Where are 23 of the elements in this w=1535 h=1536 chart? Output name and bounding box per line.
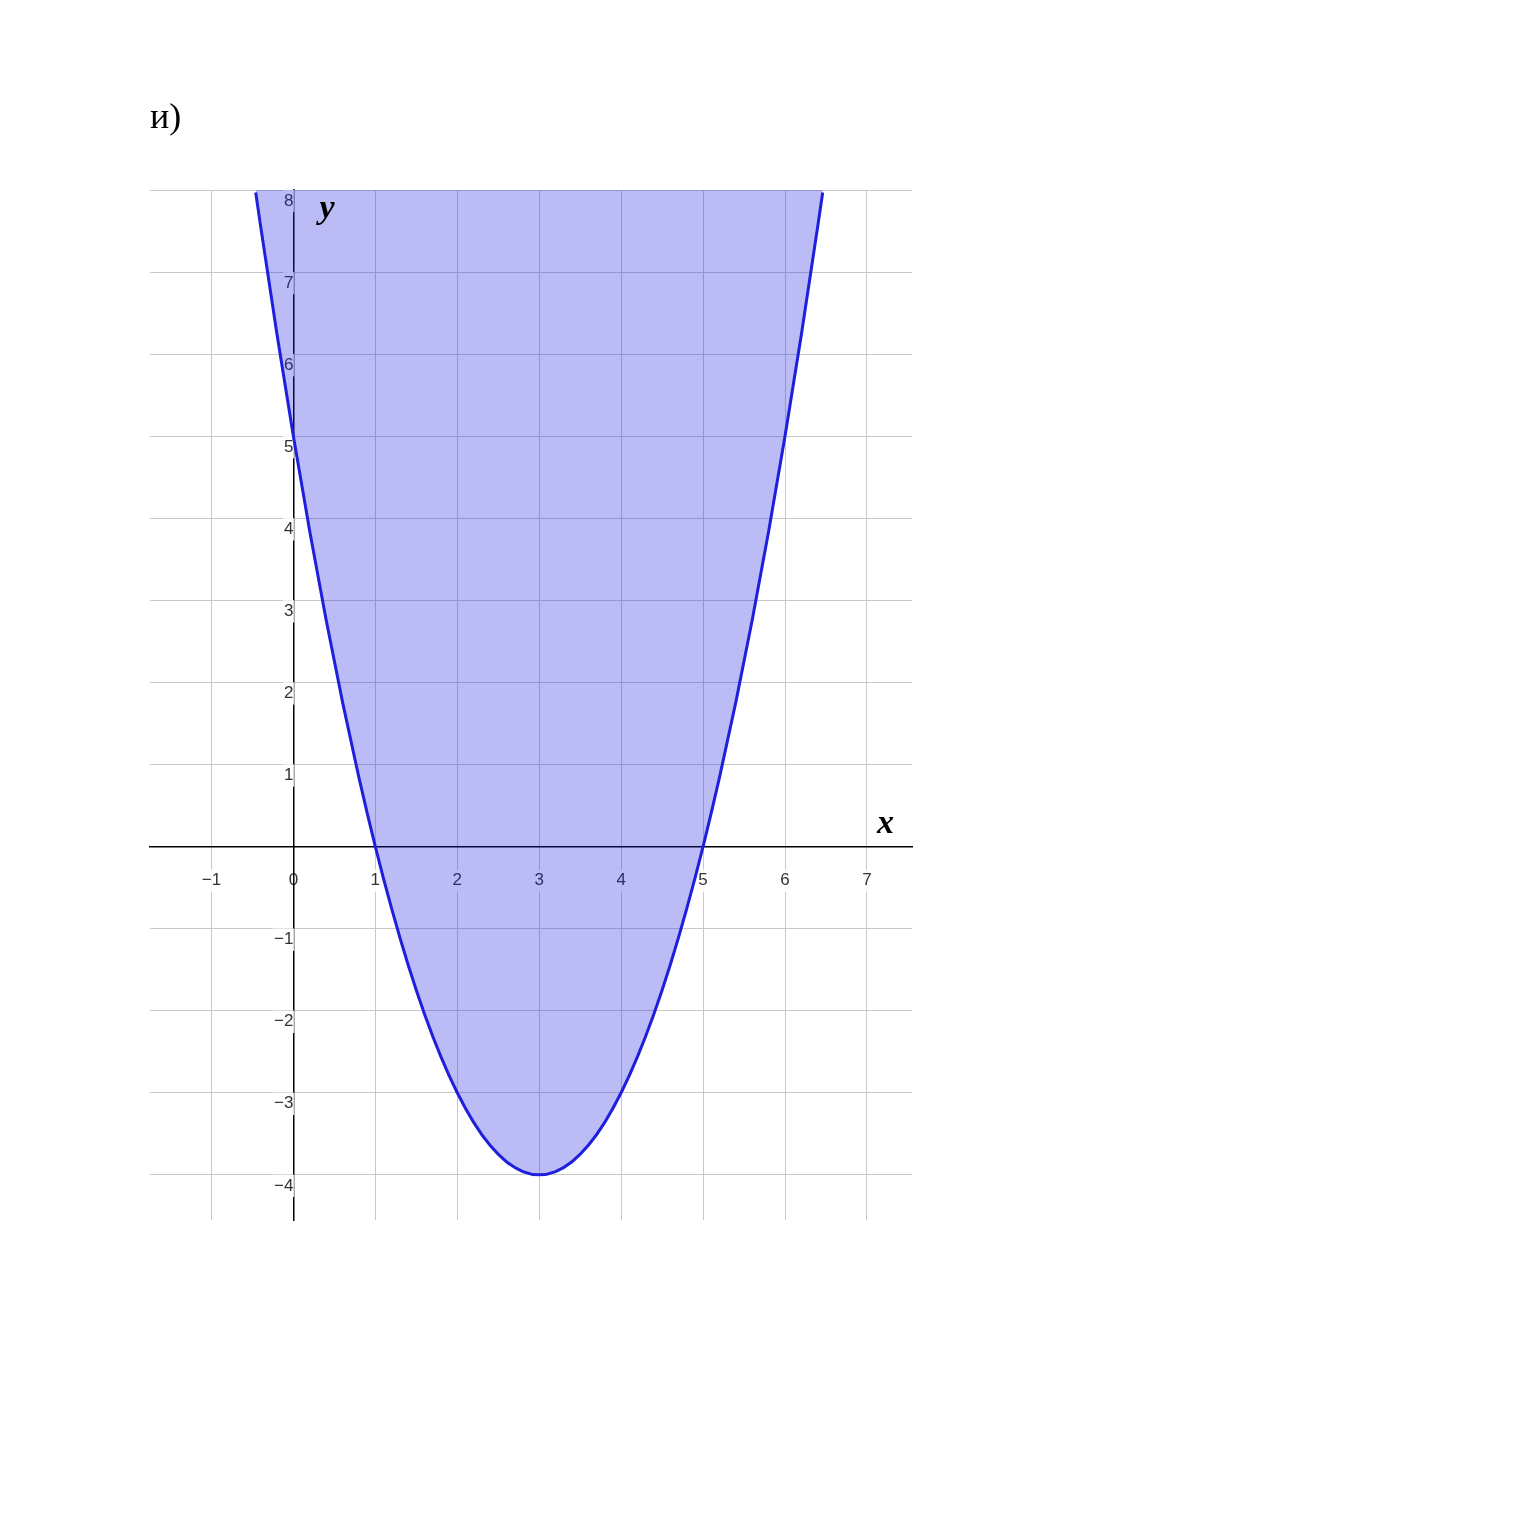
y-tick-label: 3 <box>283 601 294 621</box>
y-tick-label: 4 <box>283 518 294 538</box>
y-tick-label: 5 <box>283 436 294 456</box>
x-tick-label: 6 <box>780 870 790 890</box>
x-tick-label: −1 <box>201 870 222 890</box>
x-tick-label: 4 <box>616 870 626 890</box>
y-tick-label: 6 <box>283 354 294 374</box>
y-tick-label: −1 <box>274 929 294 949</box>
y-tick-label: −3 <box>274 1093 294 1113</box>
x-tick-label: 1 <box>370 870 381 890</box>
y-tick-label: 7 <box>283 272 294 292</box>
y-axis-title: y <box>315 188 336 225</box>
y-tick-label: 8 <box>283 190 294 210</box>
y-tick-label: 2 <box>283 683 294 703</box>
x-tick-label: 3 <box>534 870 544 890</box>
x-axis-title: x <box>876 802 894 840</box>
y-tick-label: −4 <box>274 1175 294 1195</box>
x-tick-label: 2 <box>452 870 462 890</box>
x-tick-label: 7 <box>862 870 872 890</box>
x-tick-label: 5 <box>698 870 708 890</box>
y-tick-label: −2 <box>274 1011 294 1031</box>
chart-title: и) <box>150 95 182 137</box>
y-tick-label: 1 <box>283 765 294 785</box>
